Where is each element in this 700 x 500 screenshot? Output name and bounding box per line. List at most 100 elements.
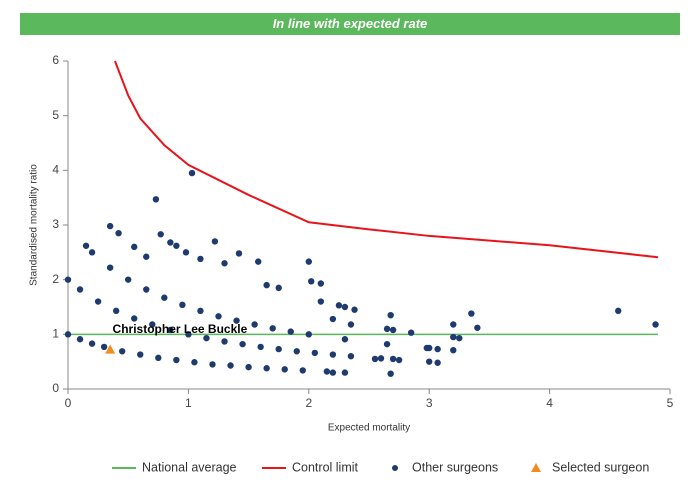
point: [323, 368, 331, 375]
point: [188, 169, 196, 177]
point: [308, 278, 315, 285]
point: [161, 294, 168, 301]
y-tick-label: 3: [52, 217, 59, 231]
point: [191, 359, 198, 366]
point: [335, 302, 343, 309]
point: [305, 331, 312, 338]
point: [88, 249, 96, 256]
point: [329, 315, 337, 323]
point: [426, 358, 433, 365]
point: [269, 325, 276, 332]
x-tick-label: 1: [185, 396, 192, 410]
point: [125, 276, 132, 283]
point: [197, 307, 204, 315]
point: [287, 328, 294, 335]
point: [341, 336, 349, 343]
point: [652, 321, 659, 328]
point: [143, 253, 150, 260]
point: [152, 196, 160, 203]
point: [209, 361, 216, 368]
point: [173, 356, 180, 364]
point: [167, 239, 174, 246]
point: [450, 333, 457, 341]
point: [263, 365, 270, 372]
point: [182, 249, 190, 256]
point: [197, 255, 204, 263]
point: [76, 286, 84, 293]
y-tick-label: 6: [52, 53, 59, 67]
point: [275, 284, 282, 292]
annotation: Christopher Lee Buckle: [113, 322, 248, 336]
y-tick-label: 5: [52, 108, 59, 122]
point: [387, 312, 394, 319]
x-tick-label: 4: [546, 396, 553, 410]
x-tick-label: 5: [667, 396, 674, 410]
point: [389, 326, 397, 334]
point: [329, 351, 337, 358]
point: [157, 231, 164, 238]
point: [341, 303, 349, 311]
point: [211, 238, 219, 245]
point: [131, 315, 138, 322]
x-axis-title: Expected mortality: [328, 423, 410, 434]
legend-label: National average: [142, 460, 237, 474]
point: [245, 363, 252, 371]
x-tick-label: 0: [65, 396, 72, 410]
point: [255, 258, 262, 265]
x-tick-label: 2: [305, 396, 312, 410]
point: [468, 310, 475, 317]
legend-label: Selected surgeon: [552, 460, 649, 474]
point: [167, 326, 174, 334]
point: [227, 362, 234, 369]
point: [377, 355, 385, 362]
point: [311, 349, 319, 357]
point: [203, 334, 210, 342]
title-banner: [20, 13, 680, 35]
chart-title: In line with expected rate: [273, 16, 428, 31]
legend-swatch: [531, 463, 541, 472]
point: [143, 286, 150, 293]
point: [118, 348, 126, 355]
point: [173, 242, 180, 249]
point: [456, 334, 463, 342]
y-tick-label: 1: [52, 327, 59, 341]
point: [407, 329, 415, 336]
point: [76, 336, 84, 343]
point: [185, 331, 192, 338]
point: [179, 301, 186, 309]
point: [434, 359, 441, 366]
point: [329, 369, 337, 376]
point: [474, 324, 481, 331]
selected-point: [105, 344, 116, 354]
point: [149, 321, 156, 328]
point: [347, 353, 355, 360]
point: [251, 321, 258, 328]
point: [275, 345, 282, 353]
point: [257, 343, 264, 351]
point: [281, 366, 288, 373]
point: [615, 307, 622, 315]
point: [305, 258, 312, 265]
point: [155, 354, 162, 362]
y-axis-title: Standardised mortality ratio: [29, 164, 40, 286]
point: [115, 230, 122, 237]
point: [387, 370, 394, 377]
point: [137, 351, 144, 358]
point: [131, 243, 138, 251]
point: [221, 338, 228, 345]
x-tick-label: 3: [426, 396, 433, 410]
legend-label: Other surgeons: [412, 460, 498, 474]
point: [82, 242, 90, 249]
point: [347, 321, 355, 328]
point: [389, 355, 397, 363]
point: [215, 313, 222, 320]
point: [371, 355, 379, 363]
point: [434, 345, 441, 353]
series-line: [114, 60, 659, 259]
point: [383, 340, 391, 348]
point: [106, 264, 114, 271]
point: [100, 343, 108, 351]
point: [423, 344, 430, 352]
point: [233, 317, 240, 324]
